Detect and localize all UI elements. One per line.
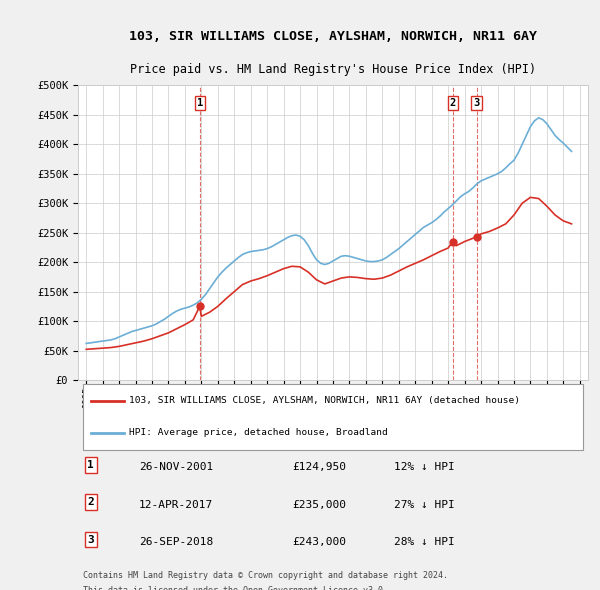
Text: 103, SIR WILLIAMS CLOSE, AYLSHAM, NORWICH, NR11 6AY: 103, SIR WILLIAMS CLOSE, AYLSHAM, NORWIC…	[129, 30, 537, 43]
Text: 1: 1	[197, 98, 203, 108]
Text: 26-SEP-2018: 26-SEP-2018	[139, 537, 214, 547]
Text: £124,950: £124,950	[292, 463, 346, 473]
Text: 12-APR-2017: 12-APR-2017	[139, 500, 214, 510]
Text: 3: 3	[88, 535, 94, 545]
Text: 12% ↓ HPI: 12% ↓ HPI	[394, 463, 455, 473]
FancyBboxPatch shape	[83, 384, 583, 450]
Text: 103, SIR WILLIAMS CLOSE, AYLSHAM, NORWICH, NR11 6AY (detached house): 103, SIR WILLIAMS CLOSE, AYLSHAM, NORWIC…	[129, 396, 520, 405]
Text: Contains HM Land Registry data © Crown copyright and database right 2024.: Contains HM Land Registry data © Crown c…	[83, 571, 448, 580]
Text: 2: 2	[449, 98, 456, 108]
Text: HPI: Average price, detached house, Broadland: HPI: Average price, detached house, Broa…	[129, 428, 388, 437]
Text: This data is licensed under the Open Government Licence v3.0.: This data is licensed under the Open Gov…	[83, 586, 388, 590]
Text: 3: 3	[473, 98, 480, 108]
Text: 26-NOV-2001: 26-NOV-2001	[139, 463, 214, 473]
Text: £243,000: £243,000	[292, 537, 346, 547]
Text: 1: 1	[88, 460, 94, 470]
Text: 28% ↓ HPI: 28% ↓ HPI	[394, 537, 455, 547]
Text: 27% ↓ HPI: 27% ↓ HPI	[394, 500, 455, 510]
Text: £235,000: £235,000	[292, 500, 346, 510]
Text: 2: 2	[88, 497, 94, 507]
Text: Price paid vs. HM Land Registry's House Price Index (HPI): Price paid vs. HM Land Registry's House …	[130, 63, 536, 76]
